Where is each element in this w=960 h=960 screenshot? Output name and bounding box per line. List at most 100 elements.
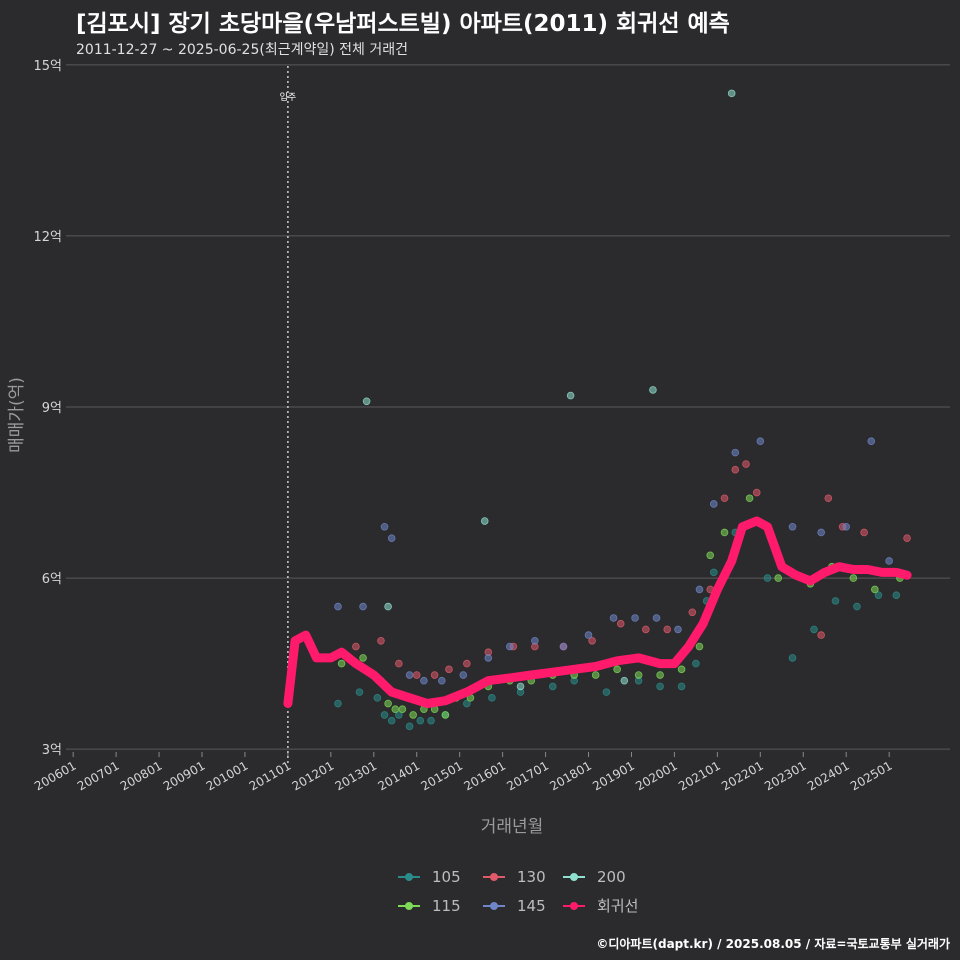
data-point-105 <box>677 682 686 691</box>
data-point-115 <box>745 494 754 503</box>
x-tick-label: 201101 <box>247 758 294 793</box>
data-point-115 <box>409 711 417 719</box>
data-point-115 <box>695 642 704 651</box>
x-tick-label: 201801 <box>547 758 594 793</box>
data-point-105 <box>488 694 496 702</box>
data-point-145 <box>484 654 493 662</box>
y-tick-label: 9억 <box>42 401 62 416</box>
data-point-130 <box>731 465 740 474</box>
data-point-145 <box>380 522 389 531</box>
y-axis-title: 매매가(억) <box>7 377 27 453</box>
data-point-115 <box>677 665 686 674</box>
data-point-145 <box>817 528 825 537</box>
y-tick-label: 15억 <box>33 59 62 74</box>
x-tick-label: 200901 <box>161 758 208 793</box>
x-tick-label: 202001 <box>633 758 680 793</box>
data-point-145 <box>359 602 367 611</box>
legend-item-130: 130 <box>483 868 546 886</box>
data-point-115 <box>359 654 367 662</box>
data-point-130 <box>616 619 625 628</box>
x-tick-label: 200801 <box>118 758 165 793</box>
legend-swatch-dot <box>405 873 413 881</box>
data-point-130 <box>720 494 729 503</box>
data-point-145 <box>420 676 428 685</box>
data-point-200 <box>516 682 525 691</box>
legend-label: 145 <box>517 897 546 915</box>
move-in-label: 입주 <box>280 91 297 103</box>
data-point-115 <box>441 711 450 719</box>
data-point-115 <box>656 671 664 679</box>
data-point-130 <box>463 659 471 668</box>
data-point-105 <box>395 711 403 719</box>
data-point-145 <box>559 642 568 651</box>
data-point-130 <box>742 460 750 468</box>
data-point-130 <box>752 488 761 497</box>
data-point-105 <box>355 688 364 696</box>
y-tick-label: 6억 <box>42 572 62 587</box>
x-tick-label: 201201 <box>290 758 337 793</box>
footer-credit: ©디아파트(dapt.kr) / 2025.08.05 / 자료=국토교통부 실… <box>596 937 950 951</box>
legend: 105 130 200 115 145 회귀선 <box>398 868 638 915</box>
data-point-105 <box>763 574 772 582</box>
x-tick-label: 201601 <box>461 758 508 793</box>
data-point-200 <box>384 602 392 611</box>
x-tick-label: 201401 <box>376 758 423 793</box>
data-point-130 <box>641 625 650 634</box>
data-point-115 <box>384 699 392 708</box>
data-point-105 <box>405 722 414 731</box>
data-point-145 <box>788 522 797 531</box>
data-point-145 <box>885 557 893 565</box>
data-point-200 <box>620 676 629 685</box>
y-tick-label: 3억 <box>42 743 62 758</box>
x-tick-label: 201901 <box>590 758 637 793</box>
data-point-115 <box>871 585 879 594</box>
data-point-115 <box>398 705 407 714</box>
data-point-145 <box>842 522 851 531</box>
data-point-105 <box>380 711 389 719</box>
data-point-145 <box>609 614 618 622</box>
data-point-145 <box>695 585 704 594</box>
data-point-105 <box>373 694 382 702</box>
data-point-105 <box>334 699 342 708</box>
data-point-115 <box>391 705 400 714</box>
data-point-105 <box>892 591 901 599</box>
x-tick-label: 202301 <box>762 758 809 793</box>
data-point-200 <box>362 397 371 406</box>
data-point-115 <box>849 574 858 582</box>
data-point-145 <box>756 437 765 446</box>
data-point-105 <box>692 659 700 668</box>
chart-subtitle: 2011-12-27 ~ 2025-06-25(최근계약일) 전체 거래건 <box>76 42 408 58</box>
data-point-145 <box>631 614 639 622</box>
data-point-130 <box>377 637 385 645</box>
data-point-200 <box>480 517 489 525</box>
legend-item-105: 105 <box>398 868 461 886</box>
data-point-145 <box>505 642 514 651</box>
data-point-145 <box>437 676 446 685</box>
data-point-130 <box>860 528 868 537</box>
data-point-145 <box>584 631 593 639</box>
data-point-115 <box>613 665 621 674</box>
data-point-105 <box>810 625 818 634</box>
data-point-105 <box>853 602 861 611</box>
data-point-130 <box>817 631 825 639</box>
data-point-130 <box>663 625 672 634</box>
data-point-130 <box>445 665 453 674</box>
data-point-130 <box>903 534 911 542</box>
x-axis-ticks: 2006012007012008012009012010012011012012… <box>32 752 895 794</box>
data-point-105 <box>548 682 557 691</box>
data-point-130 <box>412 671 421 679</box>
legend-item-200: 200 <box>563 868 626 886</box>
data-point-145 <box>709 500 718 508</box>
data-point-105 <box>463 699 471 708</box>
data-point-200 <box>566 391 575 400</box>
data-points <box>334 89 911 731</box>
x-tick-label: 202401 <box>805 758 852 793</box>
legend-swatch-dot <box>405 902 413 910</box>
y-tick-label: 12억 <box>33 230 62 245</box>
legend-label: 200 <box>597 868 626 886</box>
legend-label: 105 <box>432 868 461 886</box>
data-point-130 <box>430 671 439 679</box>
x-tick-label: 202201 <box>719 758 766 793</box>
data-point-200 <box>727 89 736 98</box>
data-point-105 <box>416 716 425 725</box>
